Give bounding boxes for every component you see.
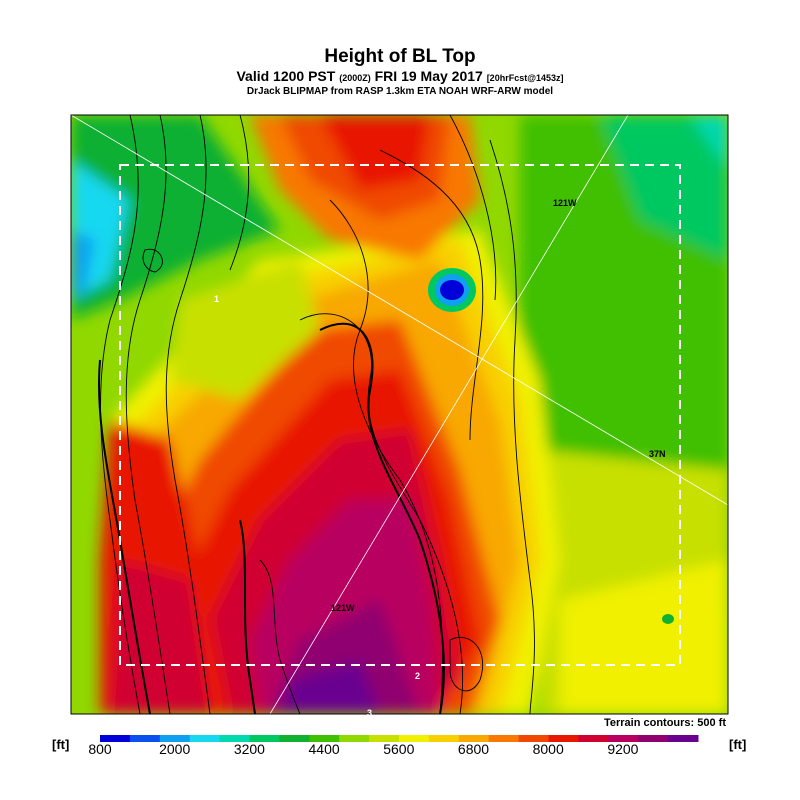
inner-domain-box [119, 164, 681, 666]
legend-swatch [279, 735, 310, 742]
model-credit: DrJack BLIPMAP from RASP 1.3km ETA NOAH … [246, 86, 554, 97]
legend-swatch [428, 735, 460, 742]
valid-time: Valid 1200 PST [236, 68, 336, 84]
legend-swatch [638, 735, 669, 742]
marker-2: 2 [415, 671, 420, 681]
color-legend-bar [100, 735, 699, 742]
legend-swatch [608, 735, 639, 742]
legend-swatch [100, 735, 131, 742]
legend-swatch [339, 735, 370, 742]
plot-frame [70, 114, 729, 715]
legend-swatch [399, 735, 430, 742]
legend-unit-right: [ft] [729, 737, 747, 752]
legend-swatch [578, 735, 609, 742]
legend-tick-label: 4400 [308, 741, 340, 757]
legend-tick-label: 5600 [383, 741, 415, 757]
legend-unit-left: [ft] [52, 737, 70, 752]
legend-swatch [488, 735, 520, 742]
legend-swatch [518, 735, 549, 742]
legend-swatch [668, 735, 699, 742]
legend-tick-label: 800 [88, 741, 112, 757]
color-field [71, 115, 728, 714]
contour-note: Terrain contours: 500 ft [603, 717, 726, 729]
label-121w-bottom: 121W [331, 603, 355, 613]
zulu-time: (2000Z) [339, 73, 371, 83]
valid-date: FRI 19 May 2017 [374, 68, 483, 84]
legend-swatch [189, 735, 221, 742]
legend-tick-label: 6800 [457, 741, 490, 757]
legend-tick-label: 3200 [233, 741, 265, 757]
map-title: Height of BL Top [324, 46, 476, 67]
legend-swatch [249, 735, 280, 742]
legend-swatch [309, 735, 340, 742]
forecast-info: [20hrFcst@1453z] [486, 73, 564, 83]
legend-swatch [129, 735, 161, 742]
legend-swatch [369, 735, 400, 742]
legend-swatch [219, 735, 250, 742]
label-37n: 37N [649, 449, 666, 459]
graticule [71, 115, 728, 714]
marker-3: 3 [367, 708, 372, 718]
marker-1: 1 [214, 294, 219, 304]
legend-swatch [458, 735, 490, 742]
legend-tick-label: 9200 [607, 741, 639, 757]
label-121w-top: 121W [553, 198, 577, 208]
legend-tick-label: 2000 [159, 741, 191, 757]
legend-swatch [548, 735, 579, 742]
legend-tick-label: 8000 [532, 741, 564, 757]
legend-swatch [159, 735, 191, 742]
map-subtitle: Valid 1200 PST (2000Z) FRI 19 May 2017 [… [0, 68, 800, 84]
